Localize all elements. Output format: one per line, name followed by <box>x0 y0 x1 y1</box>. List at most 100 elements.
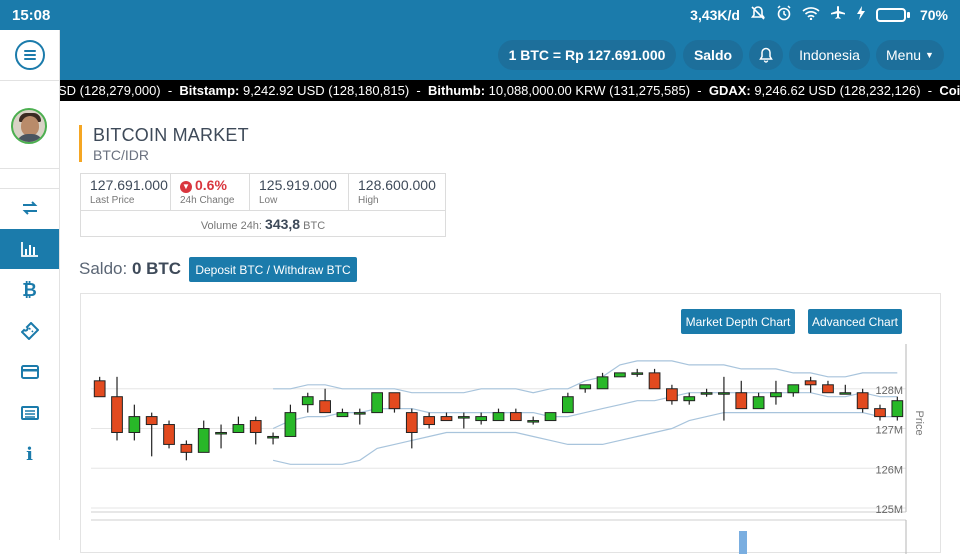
list-icon <box>20 406 39 420</box>
ticker-item: GDAX: 9,246.62 USD (128,232,126) <box>709 83 921 98</box>
last-price-label: Last Price <box>90 195 135 206</box>
top-bar: 1 BTC = Rp 127.691.000 Saldo Indonesia M… <box>60 30 960 80</box>
sidebar-divider <box>0 80 60 81</box>
candle-body <box>215 431 227 435</box>
candle-body <box>544 412 557 422</box>
ticker-price: 9,242.92 USD (128,180,815) <box>242 83 410 98</box>
band-middle-line <box>272 392 898 430</box>
change-value: 0.6% <box>195 177 227 193</box>
candle-body <box>128 416 141 433</box>
ticket-icon <box>20 322 39 340</box>
ticker-exchange: Bithumb: <box>427 83 489 98</box>
candle-body <box>249 420 262 433</box>
network-speed: 3,43K/d <box>690 7 740 23</box>
ticker-exchange: Coindesk: <box>939 83 960 98</box>
band-lower-line <box>272 411 898 465</box>
candle-body <box>787 384 800 394</box>
low-label: Low <box>259 195 278 206</box>
bar-chart-icon <box>20 242 38 257</box>
low-value: 125.919.000 <box>259 177 337 193</box>
sidebar-item-exchange[interactable] <box>0 188 59 228</box>
notification-button[interactable] <box>749 40 783 70</box>
candlestick-chart[interactable]: 125M 126M 127M 128M Price <box>81 294 942 554</box>
y-tick-label: 128M <box>875 385 903 397</box>
ticker-price: 9,246.62 USD (128,232,126) <box>754 83 921 98</box>
volume-value: 343,8 <box>265 216 301 232</box>
candle-body <box>336 412 349 418</box>
candle-body <box>631 372 644 375</box>
candle-body <box>752 396 765 410</box>
language-button[interactable]: Indonesia <box>789 40 870 70</box>
saldo-button[interactable]: Saldo <box>683 40 743 70</box>
ticker-exchange: GDAX: <box>708 83 755 98</box>
candle-body <box>197 428 210 453</box>
y-tick-label: 126M <box>875 464 903 476</box>
airplane-icon <box>830 5 846 25</box>
candle-body <box>666 388 678 402</box>
ticker-item: SD (128,279,000) <box>60 83 161 98</box>
status-icons: 3,43K/d 70% <box>690 5 948 25</box>
y-axis-label: Price <box>913 411 925 436</box>
avatar[interactable] <box>11 108 47 144</box>
main-content: BITCOIN MARKET BTC/IDR 127.691.000 Last … <box>60 101 960 554</box>
price-ticker: SD (128,279,000) - Bitstamp: 9,242.92 US… <box>60 80 960 101</box>
stat-24h-change: ▼ 0.6% 24h Change <box>171 174 250 210</box>
advanced-chart-button[interactable]: Advanced Chart <box>808 309 902 334</box>
candle-body <box>527 420 540 423</box>
info-icon: i <box>26 443 33 465</box>
page-title: BITCOIN MARKET <box>93 125 249 145</box>
candle-body <box>284 412 297 437</box>
credit-card-icon <box>20 365 39 379</box>
status-bar: 15:08 3,43K/d 70% <box>0 0 960 30</box>
candle-body <box>111 396 123 433</box>
sidebar-item-list[interactable] <box>0 393 59 433</box>
hamburger-icon <box>24 50 36 60</box>
candle-body <box>301 396 314 406</box>
market-depth-chart-button[interactable]: Market Depth Chart <box>681 309 795 334</box>
candle-body <box>145 416 158 426</box>
candle-body <box>388 392 401 410</box>
caret-down-icon: ▼ <box>925 50 934 60</box>
sidebar: ₿ i <box>0 30 60 540</box>
stat-last-price: 127.691.000 Last Price <box>81 174 171 210</box>
ticker-item: Bitstamp: 9,242.92 USD (128,180,815) <box>179 83 409 98</box>
sidebar-divider <box>0 188 60 189</box>
high-label: High <box>358 195 379 206</box>
volume-bar <box>739 531 747 554</box>
candle-body <box>423 416 436 426</box>
hamburger-menu-button[interactable] <box>15 40 45 70</box>
candle-body <box>874 408 886 418</box>
sidebar-item-chart[interactable] <box>0 229 59 269</box>
bell-off-icon <box>750 5 766 25</box>
sidebar-item-bitcoin[interactable]: ₿ <box>0 270 59 310</box>
sidebar-item-voucher[interactable] <box>0 311 59 351</box>
candle-body <box>475 416 488 422</box>
candle-body <box>180 443 193 453</box>
sidebar-item-card[interactable] <box>0 352 59 392</box>
exchange-arrows-icon <box>22 201 37 215</box>
menu-label: Menu <box>886 47 922 63</box>
battery-percent: 70% <box>919 7 948 23</box>
candle-body <box>614 372 626 378</box>
candle-body <box>683 396 696 402</box>
candle-body <box>700 392 713 395</box>
btc-rate-button[interactable]: 1 BTC = Rp 127.691.000 <box>498 40 676 70</box>
title-accent <box>79 125 82 162</box>
candle-body <box>267 435 279 439</box>
candle-body <box>856 392 869 410</box>
ticker-item: Bithumb: 10,088,000.00 KRW (131,275,585) <box>428 83 690 98</box>
candle-body <box>718 392 730 395</box>
band-upper-line <box>273 360 898 394</box>
sidebar-item-info[interactable]: i <box>0 434 59 474</box>
candle-body <box>579 384 592 390</box>
bell-icon <box>759 47 773 63</box>
volume-unit: BTC <box>303 220 326 232</box>
ticker-price: SD (128,279,000) <box>60 83 161 98</box>
change-label: 24h Change <box>180 195 235 206</box>
high-value: 128.600.000 <box>358 177 436 193</box>
deposit-withdraw-button[interactable]: Deposit BTC / Withdraw BTC <box>189 257 357 282</box>
candle-body <box>457 416 470 419</box>
menu-button[interactable]: Menu ▼ <box>876 40 944 70</box>
candle-body <box>319 400 331 414</box>
balance: Saldo: 0 BTC <box>79 259 181 279</box>
